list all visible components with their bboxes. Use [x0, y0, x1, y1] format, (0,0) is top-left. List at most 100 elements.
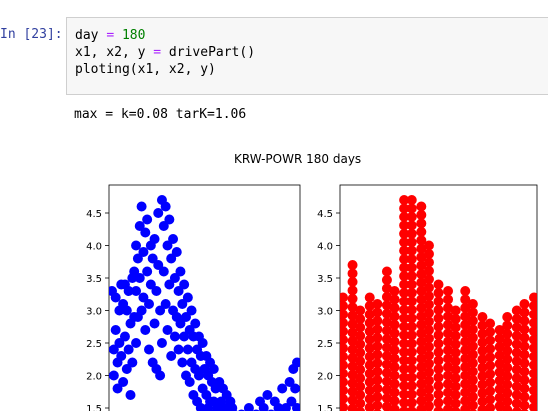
- data-point: [166, 253, 177, 264]
- data-point: [502, 388, 513, 399]
- data-point: [381, 342, 392, 353]
- data-point: [340, 351, 348, 362]
- data-point: [364, 377, 375, 387]
- data-point: [511, 364, 522, 375]
- data-point: [399, 245, 410, 256]
- data-point: [156, 338, 167, 348]
- data-point: [134, 273, 145, 283]
- data-point: [175, 318, 186, 329]
- data-point: [355, 339, 366, 350]
- data-point: [347, 310, 358, 321]
- data-point: [340, 343, 348, 354]
- data-point: [416, 294, 427, 305]
- data-point: [406, 321, 417, 332]
- data-point: [381, 325, 392, 336]
- data-point: [433, 338, 444, 349]
- data-point: [511, 322, 522, 333]
- data-point: [502, 354, 513, 365]
- data-point: [467, 383, 478, 394]
- data-point: [423, 308, 434, 319]
- data-point: [416, 319, 427, 330]
- data-point: [467, 315, 478, 326]
- data-point: [389, 319, 400, 330]
- data-point: [406, 338, 417, 349]
- data-point: [109, 344, 119, 355]
- data-point: [197, 338, 208, 348]
- data-point: [372, 341, 383, 352]
- data-point: [450, 373, 461, 384]
- data-point: [372, 366, 383, 377]
- data-point: [290, 383, 300, 394]
- data-point: [494, 375, 505, 386]
- data-point: [423, 240, 434, 251]
- code-input-cell[interactable]: day = 180 x1, x2, y = drivePart() plotin…: [66, 17, 548, 95]
- data-point: [340, 402, 348, 411]
- data-point: [406, 397, 417, 408]
- data-point: [519, 375, 530, 386]
- data-point: [381, 266, 392, 277]
- data-point: [127, 357, 138, 368]
- data-point: [485, 326, 496, 337]
- data-point: [355, 373, 366, 384]
- data-point: [485, 352, 496, 363]
- code-line-3: ploting(x1, x2, y): [75, 62, 216, 77]
- data-point: [364, 292, 375, 303]
- data-point: [173, 286, 184, 296]
- data-point: [389, 387, 400, 398]
- data-point: [511, 373, 522, 384]
- data-point: [160, 201, 171, 212]
- data-point: [140, 227, 151, 238]
- data-point: [399, 304, 410, 315]
- data-point: [132, 253, 143, 264]
- data-point: [494, 358, 505, 369]
- data-point: [529, 343, 537, 354]
- data-point: [364, 351, 375, 362]
- data-point: [502, 320, 513, 331]
- data-point: [433, 330, 444, 341]
- data-point: [364, 393, 375, 404]
- data-point: [433, 296, 444, 307]
- data-point: [433, 355, 444, 366]
- figure-title: KRW-POWR 180 days: [234, 152, 362, 166]
- data-point: [406, 389, 417, 400]
- data-point: [423, 265, 434, 276]
- data-point: [416, 328, 427, 339]
- data-point: [477, 362, 488, 373]
- data-point: [181, 312, 191, 322]
- data-point: [406, 304, 417, 315]
- data-point: [423, 358, 434, 369]
- data-point: [460, 404, 471, 411]
- data-point: [529, 377, 537, 387]
- data-point: [423, 274, 434, 285]
- data-point: [399, 397, 410, 408]
- data-point: [477, 337, 488, 348]
- data-point: [450, 330, 461, 341]
- data-point: [286, 396, 297, 407]
- data-point: [347, 352, 358, 363]
- data-point: [243, 403, 254, 411]
- data-point: [502, 371, 513, 382]
- data-point: [399, 321, 410, 332]
- data-point: [347, 260, 358, 270]
- data-point: [494, 384, 505, 395]
- data-point: [340, 360, 348, 371]
- data-point: [494, 392, 505, 403]
- data-point: [184, 377, 195, 387]
- data-point: [423, 367, 434, 378]
- data-point: [443, 294, 454, 305]
- data-point: [340, 326, 348, 337]
- data-point: [485, 369, 496, 380]
- data-point: [467, 391, 478, 402]
- data-point: [416, 218, 427, 229]
- data-point: [467, 307, 478, 318]
- data-point: [519, 299, 530, 309]
- data-point: [177, 357, 188, 368]
- data-point: [142, 266, 153, 277]
- data-point: [460, 302, 471, 313]
- data-point: [467, 324, 478, 335]
- data-point: [511, 381, 522, 392]
- data-point: [485, 335, 496, 346]
- data-point: [406, 254, 417, 265]
- data-point: [529, 360, 537, 371]
- data-point: [129, 266, 140, 277]
